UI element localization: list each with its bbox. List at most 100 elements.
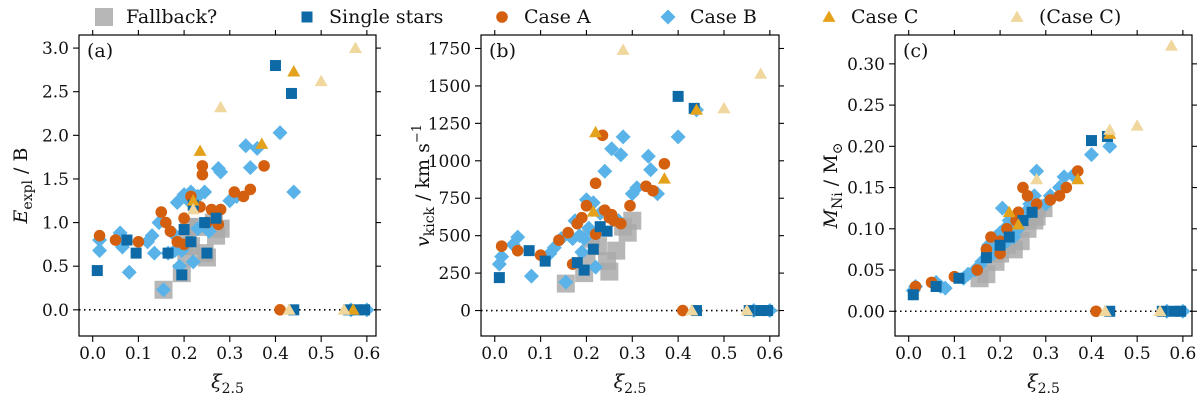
point-single [493,272,505,284]
point-single [762,305,774,317]
y-tick-label: 0.30 [847,55,885,75]
legend-marker-caseB [660,9,676,25]
point-caseCp [1153,304,1167,317]
point-caseB [670,129,686,145]
point-caseA [228,186,241,198]
point-caseB [510,229,526,245]
y-tick-label: 0.5 [42,257,69,277]
y-tick-label: 0.00 [847,302,885,322]
point-caseA [244,183,257,196]
point-caseB [1102,138,1118,154]
point-caseCp [186,202,200,215]
panel-3: 0.0 0.1 0.2 0.3 0.4 0.5 0.6 0.00 0.05 0.10 0.15 0.2… [820,30,1197,397]
y-tick-label: 500 [439,227,471,247]
point-caseCp [616,43,630,55]
x-tick-label: 0.2 [171,344,198,364]
point-caseA [1071,165,1084,177]
point-single [130,247,142,259]
point-caseC [186,194,200,206]
point-caseB [576,231,592,247]
x-tick-label: 0.4 [262,344,289,364]
point-single [1175,305,1187,317]
x-axis-label: ξ2.5 [1027,371,1060,397]
point-caseB [615,129,631,145]
point-caseB [494,249,510,265]
panel-2: 0.0 0.1 0.2 0.3 0.4 0.5 0.6 0 250 500 750 1000 1250 1… [410,30,784,397]
point-caseCp [1130,119,1144,131]
x-tick-label: 0.1 [125,344,152,364]
panels: 0.0 0.1 0.2 0.3 0.4 0.5 0.6 0.0 0.5 1.0 1.5 2.0 2.5 3… [10,30,1197,397]
y-tick-label: 1.5 [42,170,69,190]
point-single [121,234,133,246]
point-single [162,247,174,259]
point-single [1104,305,1116,317]
point-caseC [1071,172,1085,185]
point-single [755,305,767,317]
legend-label-caseA: Case A [524,6,591,28]
point-caseA [214,203,227,216]
y-tick-label: 1.0 [42,214,69,234]
point-caseA [589,177,602,190]
point-caseA [615,217,627,230]
point-caseB [144,228,160,244]
point-caseC [657,172,671,184]
y-tick-label: 250 [439,264,471,284]
point-caseA [603,211,616,224]
x-tick-label: 0.5 [710,344,737,364]
x-tick-label: 0.5 [1124,344,1151,364]
point-single [594,221,606,233]
point-single [1085,135,1097,147]
point-fallback [600,262,619,281]
x-tick-label: 0.4 [1078,344,1105,364]
y-tick-label: 2.0 [42,126,69,146]
point-caseC [287,65,301,77]
point-single [176,269,188,281]
point-caseC [586,205,600,217]
legend-marker-single [301,11,313,23]
point-caseA [1021,190,1034,202]
point-caseA [971,264,984,276]
legend-label-caseB: Case B [690,6,757,28]
point-single [178,224,190,236]
legend-label-caseC: Case C [851,6,918,28]
point-caseB [643,162,659,178]
point-caseA [596,129,609,142]
point-single [907,289,919,301]
panel-tag: (b) [489,40,516,62]
point-caseB [156,282,172,298]
point-single [539,255,551,267]
point-single [359,304,371,316]
panel-1: 0.0 0.1 0.2 0.3 0.4 0.5 0.6 0.0 0.5 1.0 1.5 2.0 2.5 3… [10,30,381,397]
x-tick-label: 0.3 [216,344,243,364]
legend-marker-caseCp [1010,10,1024,22]
y-tick-label: 1250 [428,114,471,134]
y-tick-label: 0.10 [847,220,885,240]
point-caseCp [1030,172,1044,185]
point-caseA [511,244,524,257]
point-caseA [258,160,270,172]
point-single [1003,231,1015,243]
x-tick-label: 0.0 [79,344,106,364]
point-single [523,245,535,257]
point-caseC [1002,205,1016,218]
point-caseCp [282,303,296,315]
point-caseB [286,184,302,200]
point-single [1017,215,1029,227]
point-caseA [274,304,286,316]
point-single [601,225,613,237]
y-tick-label: 1750 [428,39,471,59]
point-single [199,217,211,229]
point-caseB [1029,163,1045,179]
x-tick-label: 0.6 [1169,344,1196,364]
point-caseCp [348,41,362,53]
point-caseB [185,254,201,270]
point-caseB [238,138,254,154]
point-single [201,247,213,259]
point-caseCp [214,100,228,113]
point-caseA [178,212,190,225]
legend-item-caseB: Case B [660,6,757,28]
point-caseCp [1098,304,1112,317]
point-caseB [588,259,604,275]
data-points [905,39,1191,319]
